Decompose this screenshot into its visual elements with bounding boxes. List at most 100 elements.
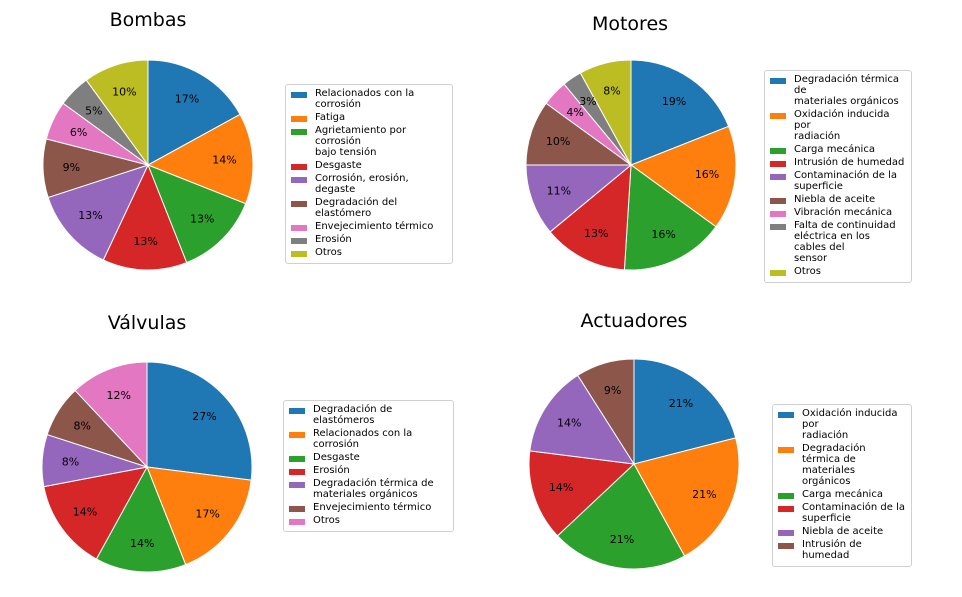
slice-percent-label: 8% xyxy=(62,456,79,469)
pie-slice xyxy=(43,466,148,560)
pie-slice xyxy=(525,164,633,233)
pie-slice xyxy=(146,361,253,481)
legend-label: Envejecimiento térmico xyxy=(313,502,432,513)
pie-slice xyxy=(95,465,187,573)
legend-label: Degradación térmica de materiales orgáni… xyxy=(794,74,899,107)
legend-swatch xyxy=(289,432,305,438)
legend-swatch xyxy=(778,493,794,499)
legend-item: Falta de continuidad eléctrica en los ca… xyxy=(770,220,905,264)
legend-item: Fatiga xyxy=(291,112,446,123)
slice-percent-label: 13% xyxy=(584,227,608,240)
legend-item: Agrietamiento por corrosión bajo tensión xyxy=(291,125,446,158)
chart-title: Motores xyxy=(591,13,669,35)
legend-label: Intrusión de humedad xyxy=(802,539,862,561)
legend-swatch xyxy=(289,506,305,512)
pie-slice xyxy=(102,163,188,271)
legend-swatch xyxy=(289,482,305,488)
pie-slice xyxy=(633,358,737,465)
pie-slice xyxy=(629,125,737,228)
legend-swatch xyxy=(289,469,305,475)
pie-slice xyxy=(85,59,149,167)
pie-slice xyxy=(146,466,252,566)
legend-label: Contaminación de la superficie xyxy=(802,502,905,524)
slice-percent-label: 14% xyxy=(130,537,154,550)
legend-item: Corrosión, erosión, degaste xyxy=(291,173,446,195)
pie-slice xyxy=(549,163,632,271)
legend-label: Agrietamiento por corrosión bajo tensión xyxy=(315,125,407,158)
legend-item: Otros xyxy=(770,266,905,277)
slice-percent-label: 11% xyxy=(547,184,571,197)
pie-slice xyxy=(47,164,149,261)
legend-label: Degradación térmica de materiales orgáni… xyxy=(802,443,866,487)
legend-label: Relacionados con la corrosión xyxy=(313,428,413,450)
slice-percent-label: 8% xyxy=(603,84,620,97)
legend-item: Erosión xyxy=(291,234,446,245)
legend-swatch xyxy=(289,456,305,462)
legend-item: Contaminación de la superficie xyxy=(770,170,905,192)
legend-label: Otros xyxy=(794,266,822,277)
legend: Oxidación inducida por radiación Degradac… xyxy=(772,404,912,567)
legend-label: Carga mecánica xyxy=(802,489,883,500)
slice-percent-label: 13% xyxy=(133,235,157,248)
pie-slice xyxy=(633,437,740,557)
slice-percent-label: 17% xyxy=(195,507,219,520)
legend-swatch xyxy=(291,164,307,170)
legend-label: Intrusión de humedad xyxy=(794,157,905,168)
slice-percent-label: 19% xyxy=(662,95,686,108)
slice-percent-label: 17% xyxy=(175,93,199,106)
pie-chart: 19% 16% 16% 13% 11% 10% 4%3% 8% xyxy=(525,59,737,271)
slice-percent-label: 6% xyxy=(70,126,87,139)
legend-item: Contaminación de la superficie xyxy=(778,502,905,524)
legend-label: Degradación del elastómero xyxy=(315,197,398,219)
legend-item: Desgaste xyxy=(291,160,446,171)
legend-swatch xyxy=(289,408,305,414)
pie-slice xyxy=(579,59,632,166)
legend-label: Niebla de aceite xyxy=(802,526,884,537)
pie-slice xyxy=(74,361,148,469)
slice-percent-label: 14% xyxy=(557,416,581,429)
pie-slice xyxy=(556,463,686,570)
legend-label: Otros xyxy=(313,515,341,526)
legend-item: Otros xyxy=(291,247,446,258)
legend-swatch xyxy=(291,116,307,122)
legend-item: Oxidación inducida por radiación xyxy=(778,408,905,441)
legend-swatch xyxy=(770,148,786,154)
legend-label: Envejecimiento térmico xyxy=(315,221,434,232)
legend-swatch xyxy=(770,270,786,276)
legend-item: Relacionados con la corrosión xyxy=(289,428,447,450)
chart-title: Actuadores xyxy=(580,310,688,332)
legend-swatch xyxy=(291,251,307,257)
legend-item: Degradación térmica de materiales orgáni… xyxy=(770,74,905,107)
legend-label: Degradación de elastómeros xyxy=(313,404,393,426)
legend-swatch xyxy=(778,530,794,536)
legend-label: Falta de continuidad eléctrica en los ca… xyxy=(794,220,896,264)
pie-slice xyxy=(529,374,635,465)
legend: Degradación de elastómeros Relacionados c… xyxy=(283,400,454,532)
slice-percent-label: 3% xyxy=(579,95,596,108)
legend-item: Carga mecánica xyxy=(778,489,905,500)
legend-item: Oxidación inducida por radiación xyxy=(770,109,905,142)
slice-percent-label: 16% xyxy=(651,228,675,241)
pie-chart: 17% 14% 13% 13% 13% 9% 6% 5% 10% xyxy=(42,59,254,271)
pie-chart: 21% 21% 21% 14% 14% 9% xyxy=(528,358,740,570)
legend-item: Otros xyxy=(289,515,447,526)
legend-swatch xyxy=(291,201,307,207)
legend-swatch xyxy=(770,211,786,217)
legend-item: Desgaste xyxy=(289,452,447,463)
legend-label: Degradación térmica de materiales orgáni… xyxy=(313,478,434,500)
legend-item: Niebla de aceite xyxy=(778,526,905,537)
legend-label: Niebla de aceite xyxy=(794,194,876,205)
legend-swatch xyxy=(770,161,786,167)
legend-item: Relacionados con la corrosión xyxy=(291,88,446,110)
slice-percent-label: 16% xyxy=(695,168,719,181)
legend-swatch xyxy=(778,506,794,512)
legend-swatch xyxy=(770,224,786,230)
pie-slice xyxy=(147,59,241,166)
legend: Relacionados con la corrosión Fatiga Agrie… xyxy=(285,84,453,264)
legend-swatch xyxy=(291,225,307,231)
slice-percent-label: 9% xyxy=(63,161,80,174)
legend-label: Fatiga xyxy=(315,112,346,123)
chart-title: Bombas xyxy=(109,9,187,31)
legend-label: Vibración mecánica xyxy=(794,207,893,218)
slice-percent-label: 21% xyxy=(669,397,693,410)
